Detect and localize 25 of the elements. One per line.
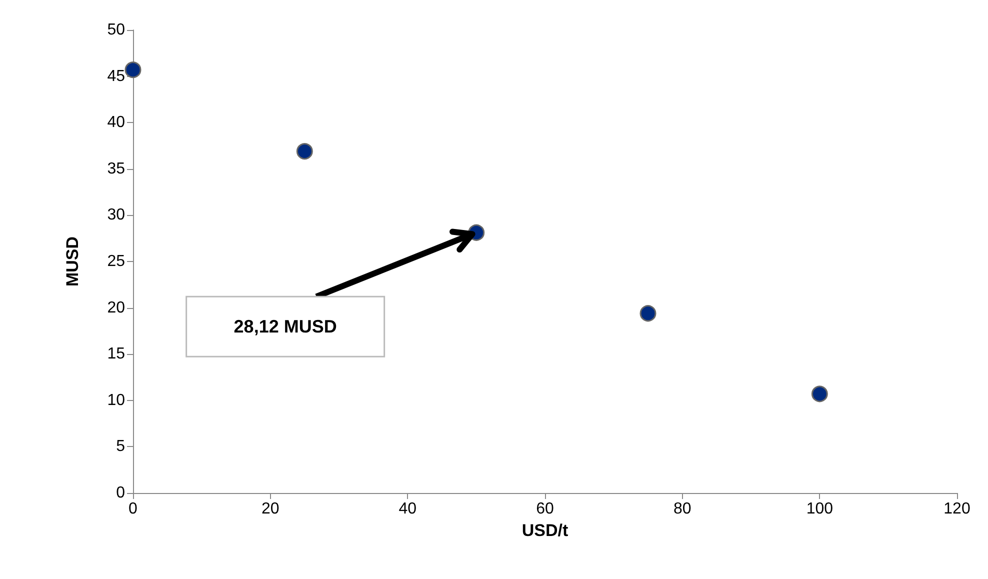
point	[124, 62, 142, 78]
x-axis-title: USD/t	[522, 520, 568, 540]
x-tick-label: 100	[806, 500, 834, 518]
y-tick-label: 5	[116, 438, 126, 456]
x-tick-label: 20	[261, 500, 280, 518]
y-axis-title: MUSD	[63, 236, 82, 287]
x-tick-label: 60	[536, 500, 554, 518]
y-tick-label: 25	[107, 253, 126, 270]
point	[811, 386, 828, 402]
y-tick-label: 15	[107, 346, 126, 363]
y-tick-label: 0	[116, 484, 126, 502]
y-tick-label: 45	[107, 68, 126, 85]
point	[640, 305, 656, 322]
x-tick-label: 40	[398, 500, 417, 518]
y-tick-label: 40	[107, 114, 126, 132]
y-tick-label: 20	[107, 299, 126, 316]
y-tick-label: 10	[107, 392, 126, 409]
y-tick-label: 30	[107, 206, 126, 224]
x-tick-label: 120	[944, 500, 970, 518]
y-tick-label: 50	[107, 22, 126, 38]
x-tick-label: 80	[673, 500, 692, 518]
point	[296, 143, 313, 160]
x-tick-label: 0	[128, 500, 138, 518]
y-tick-label: 35	[107, 160, 126, 178]
annotation: 28,12 MUSD	[234, 316, 337, 337]
